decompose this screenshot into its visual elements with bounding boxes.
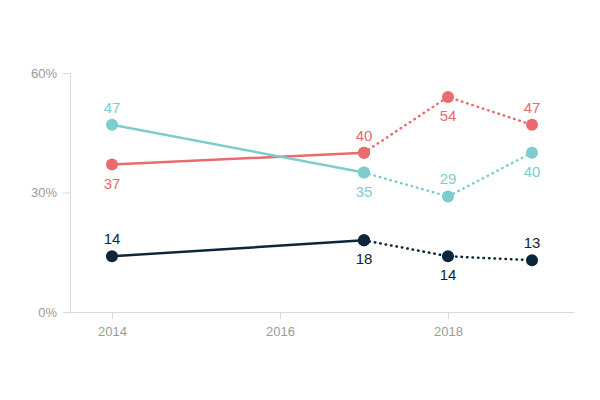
point — [358, 167, 370, 179]
x-tick-mark — [448, 312, 449, 319]
x-axis: 2014 2016 2018 — [71, 312, 575, 339]
data-label: 37 — [104, 175, 121, 192]
y-tick-label: 60% — [31, 66, 57, 81]
data-labels: 37 40 54 47 47 35 29 40 14 18 14 13 — [104, 99, 541, 283]
data-label: 54 — [440, 107, 457, 124]
series-line — [112, 240, 364, 256]
data-label: 18 — [356, 250, 373, 267]
y-tick-mark — [63, 73, 70, 74]
data-label: 29 — [440, 170, 457, 187]
point — [358, 147, 370, 159]
data-label: 13 — [524, 234, 541, 251]
x-axis-line — [71, 312, 575, 313]
data-label: 14 — [104, 230, 121, 247]
y-tick: 60% — [31, 66, 70, 81]
y-tick-mark — [63, 312, 70, 313]
y-tick-mark — [63, 193, 70, 194]
point — [106, 159, 118, 171]
point — [106, 250, 118, 262]
data-label: 40 — [524, 163, 541, 180]
point — [442, 190, 454, 202]
point — [526, 254, 538, 266]
series-line — [112, 153, 364, 165]
point — [442, 250, 454, 262]
y-tick-label: 30% — [31, 185, 57, 200]
point — [526, 147, 538, 159]
x-tick-label: 2016 — [266, 324, 295, 339]
y-axis: 0% 30% 60% — [31, 66, 71, 320]
x-tick: 2016 — [266, 312, 295, 339]
data-label: 47 — [104, 99, 121, 116]
x-tick: 2018 — [434, 312, 463, 339]
y-tick: 30% — [31, 185, 70, 200]
x-tick: 2014 — [98, 312, 127, 339]
y-tick: 0% — [38, 305, 70, 320]
y-tick-label: 0% — [38, 305, 57, 320]
point — [358, 234, 370, 246]
point — [442, 91, 454, 103]
series-line — [364, 153, 532, 197]
x-tick-mark — [280, 312, 281, 319]
y-axis-line — [70, 74, 71, 313]
data-label: 47 — [524, 99, 541, 116]
data-label: 35 — [356, 183, 373, 200]
data-label: 14 — [440, 266, 457, 283]
point — [526, 119, 538, 131]
chart: 2014 2016 2018 0% 30% 60% 37 40 54 47 47 35 29 40 14 18… — [0, 0, 600, 400]
data-label: 40 — [356, 127, 373, 144]
series-line — [364, 97, 532, 153]
x-tick-mark — [112, 312, 113, 319]
x-tick-label: 2014 — [98, 324, 127, 339]
x-tick-label: 2018 — [434, 324, 463, 339]
series-line — [112, 125, 364, 173]
plot-area — [106, 91, 538, 266]
point — [358, 234, 370, 246]
point — [358, 147, 370, 159]
point — [106, 119, 118, 131]
point — [358, 167, 370, 179]
